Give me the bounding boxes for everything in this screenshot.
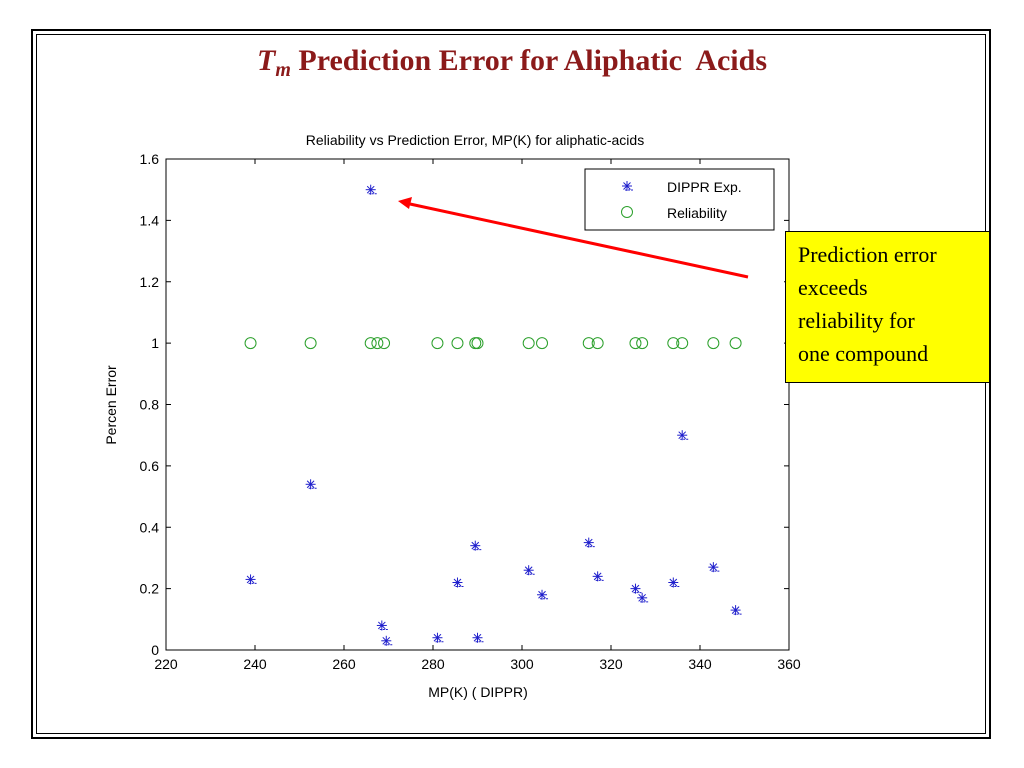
y-axis-label: Percen Error: [103, 365, 119, 445]
dippr-exp-point: [668, 577, 681, 588]
dippr-exp-point: [637, 592, 650, 603]
y-tick-label: 0.6: [140, 458, 160, 474]
dippr-exp-point: [583, 537, 596, 548]
reliability-point: [371, 337, 384, 350]
reliability-point: [707, 337, 720, 350]
callout-box: Prediction error exceeds reliability for…: [785, 231, 990, 383]
reliability-point: [304, 337, 317, 350]
reliability-point: [378, 337, 391, 350]
reliability-point: [582, 337, 595, 350]
slide-title: Tm Prediction Error for Aliphatic Acids: [0, 44, 1024, 81]
dippr-exp-point: [245, 574, 258, 585]
dippr-exp-point: [452, 577, 465, 588]
reliability-point: [629, 337, 642, 350]
x-tick-label: 300: [510, 656, 534, 672]
dippr-exp-point: [376, 620, 389, 631]
arrow-head: [398, 197, 412, 209]
reliability-point: [729, 337, 742, 350]
arrow-shaft: [409, 202, 749, 279]
dippr-exp-point: [677, 430, 690, 441]
reliability-point: [591, 337, 604, 350]
callout-line: Prediction error: [798, 242, 937, 267]
dippr-exp-point: [381, 635, 394, 646]
annotation-arrow: [398, 197, 749, 279]
dippr-exp-point: [730, 605, 743, 616]
x-axis-label: MP(K) ( DIPPR): [428, 684, 528, 700]
y-tick-label: 1.6: [140, 151, 160, 167]
legend: DIPPR Exp. Reliability: [584, 168, 775, 231]
y-tick-label: 0: [151, 642, 159, 658]
dippr-exp-point: [537, 589, 550, 600]
reliability-point: [522, 337, 535, 350]
x-tick-label: 360: [777, 656, 801, 672]
dippr-exp-point: [708, 562, 721, 573]
x-tick-label: 340: [688, 656, 712, 672]
y-tick-label: 0.4: [140, 519, 160, 535]
dippr-exp-point: [472, 632, 485, 643]
reliability-point: [667, 337, 680, 350]
title-rest: Prediction Error for Aliphatic Acids: [290, 44, 767, 77]
x-tick-label: 320: [599, 656, 623, 672]
chart-title: Reliability vs Prediction Error, MP(K) f…: [306, 132, 644, 148]
x-tick-label: 240: [243, 656, 267, 672]
callout-line: reliability for: [798, 308, 915, 333]
reliability-point: [364, 337, 377, 350]
x-tick-label: 220: [154, 656, 178, 672]
x-tick-label: 280: [421, 656, 445, 672]
dippr-exp-point: [305, 479, 318, 490]
slide-inner-border: [36, 34, 986, 734]
y-tick-label: 1.2: [140, 274, 160, 290]
dippr-exp-point: [523, 565, 536, 576]
reliability-point: [244, 337, 257, 350]
legend-star-glyph: [622, 181, 634, 191]
reliability-point: [471, 337, 484, 350]
dippr-exp-point: [630, 583, 643, 594]
dippr-exp-point: [470, 540, 483, 551]
callout-line: one compound: [798, 341, 929, 366]
dippr-exp-point: [365, 184, 378, 195]
title-symbol: T: [257, 44, 276, 77]
plot-area: [165, 158, 790, 651]
y-tick-label: 1.4: [140, 212, 160, 228]
title-subscript: m: [275, 59, 291, 81]
legend-box: [584, 168, 775, 231]
reliability-point: [451, 337, 464, 350]
y-tick-label: 0.2: [140, 581, 160, 597]
dippr-exp-point: [592, 571, 605, 582]
legend-circle-marker: [621, 206, 633, 218]
x-tick-label: 260: [332, 656, 356, 672]
reliability-point: [536, 337, 549, 350]
callout-line: exceeds: [798, 275, 868, 300]
legend-star-marker: [622, 181, 634, 191]
reliability-point: [636, 337, 649, 350]
legend-label-reliability: Reliability: [667, 205, 727, 221]
dippr-exp-point: [432, 632, 445, 643]
reliability-point: [431, 337, 444, 350]
reliability-point: [676, 337, 689, 350]
y-tick-label: 0.8: [140, 397, 160, 413]
legend-label-dippr: DIPPR Exp.: [667, 179, 742, 195]
y-tick-label: 1: [151, 335, 159, 351]
slide-outer-border: [31, 29, 991, 739]
